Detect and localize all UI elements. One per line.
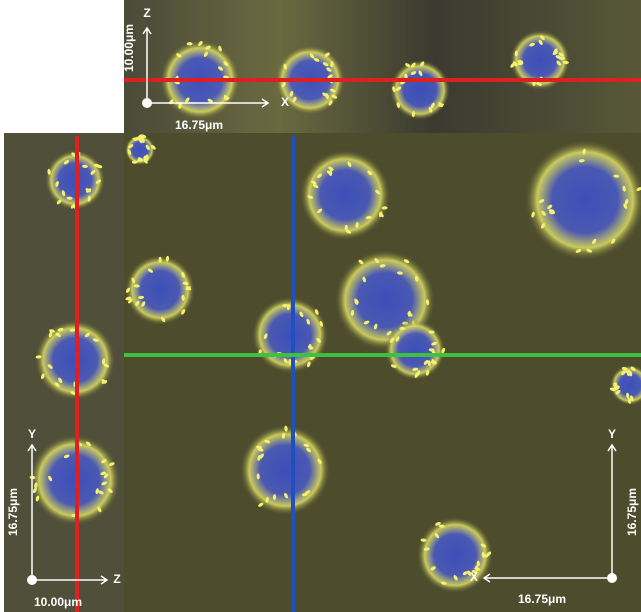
axis-label: Z	[113, 572, 120, 586]
microscopy-view: Z X 10.00μm 16.75μm Y Z 16.75μm 10.00μm …	[0, 0, 641, 612]
scale-label: 16.75μm	[625, 488, 639, 536]
cell-blob	[417, 517, 493, 593]
axis-label: Z	[143, 6, 150, 20]
axis-label: X	[470, 570, 478, 584]
scale-label: 16.75μm	[175, 118, 223, 132]
cell-blob	[240, 425, 330, 515]
scale-label: 10.00μm	[122, 24, 136, 72]
axis-label: X	[281, 95, 289, 109]
scale-label: 16.75μm	[518, 592, 566, 606]
axis-label: Y	[28, 427, 36, 441]
scale-label: 10.00μm	[34, 595, 82, 609]
cell-blob	[125, 255, 195, 325]
axis-label: Y	[608, 427, 616, 441]
scale-label: 16.75μm	[6, 488, 20, 536]
